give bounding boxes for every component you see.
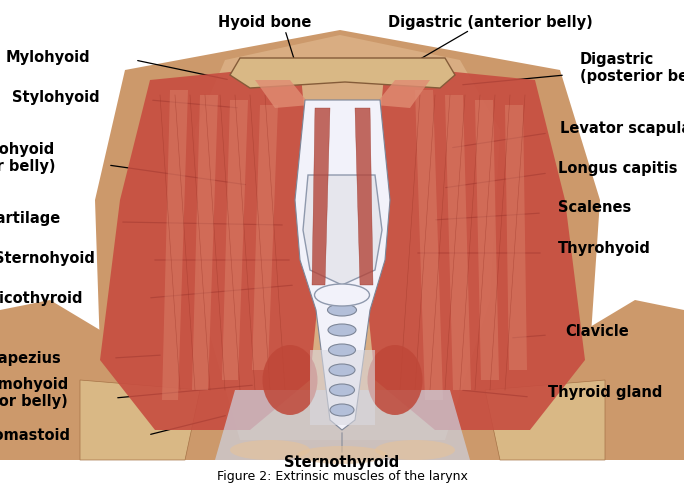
Ellipse shape (328, 304, 356, 316)
Polygon shape (0, 300, 185, 460)
Text: Thyroid gland: Thyroid gland (548, 385, 662, 401)
Text: Cricothyroid: Cricothyroid (0, 291, 83, 305)
Text: Longus capitis: Longus capitis (558, 161, 677, 175)
Polygon shape (252, 105, 278, 370)
Polygon shape (500, 300, 684, 460)
Polygon shape (222, 100, 248, 380)
Polygon shape (485, 380, 605, 460)
Polygon shape (445, 95, 471, 390)
Text: Omohyoid
(superior belly): Omohyoid (superior belly) (0, 142, 55, 174)
Ellipse shape (328, 324, 356, 336)
Polygon shape (215, 390, 470, 460)
Ellipse shape (330, 384, 354, 396)
Text: Omohyoid
(inferior belly): Omohyoid (inferior belly) (0, 377, 68, 409)
Polygon shape (95, 30, 600, 460)
Text: Stylohyoid: Stylohyoid (12, 89, 100, 105)
Polygon shape (100, 65, 320, 430)
Polygon shape (195, 35, 500, 440)
Ellipse shape (230, 440, 310, 460)
Text: Digastric
(posterior belly): Digastric (posterior belly) (580, 52, 684, 84)
Polygon shape (310, 350, 375, 425)
Text: Sternothyroid: Sternothyroid (285, 456, 399, 470)
Text: Thyroid cartilage: Thyroid cartilage (0, 211, 60, 225)
Polygon shape (255, 80, 310, 108)
Polygon shape (415, 90, 443, 400)
Polygon shape (475, 100, 499, 380)
Polygon shape (375, 80, 430, 108)
Ellipse shape (315, 284, 369, 306)
Ellipse shape (367, 345, 423, 415)
Text: Figure 2: Extrinsic muscles of the larynx: Figure 2: Extrinsic muscles of the laryn… (217, 470, 467, 483)
Text: Scalenes: Scalenes (558, 200, 631, 216)
Text: Hyoid bone: Hyoid bone (218, 15, 312, 29)
Text: Thyrohyoid: Thyrohyoid (558, 241, 651, 255)
Ellipse shape (297, 446, 387, 464)
Ellipse shape (329, 364, 355, 376)
Polygon shape (162, 90, 188, 400)
Polygon shape (355, 108, 373, 285)
Polygon shape (505, 105, 527, 370)
Polygon shape (303, 175, 382, 285)
Polygon shape (192, 95, 218, 390)
Text: Clavicle: Clavicle (565, 325, 629, 339)
Polygon shape (230, 58, 455, 88)
Text: Mylohyoid: Mylohyoid (5, 50, 90, 64)
Text: Levator scapulae: Levator scapulae (560, 120, 684, 136)
Ellipse shape (330, 404, 354, 416)
Ellipse shape (375, 440, 455, 460)
Polygon shape (80, 380, 200, 460)
Text: Trapezius: Trapezius (0, 351, 62, 365)
Text: Sternohyoid: Sternohyoid (0, 250, 95, 266)
Polygon shape (365, 65, 585, 430)
Text: Sternocleidomastoid: Sternocleidomastoid (0, 428, 70, 442)
Ellipse shape (263, 345, 317, 415)
Polygon shape (312, 108, 330, 285)
Ellipse shape (327, 284, 357, 296)
Polygon shape (295, 100, 390, 430)
Text: Digastric (anterior belly): Digastric (anterior belly) (388, 15, 592, 29)
Ellipse shape (328, 344, 356, 356)
